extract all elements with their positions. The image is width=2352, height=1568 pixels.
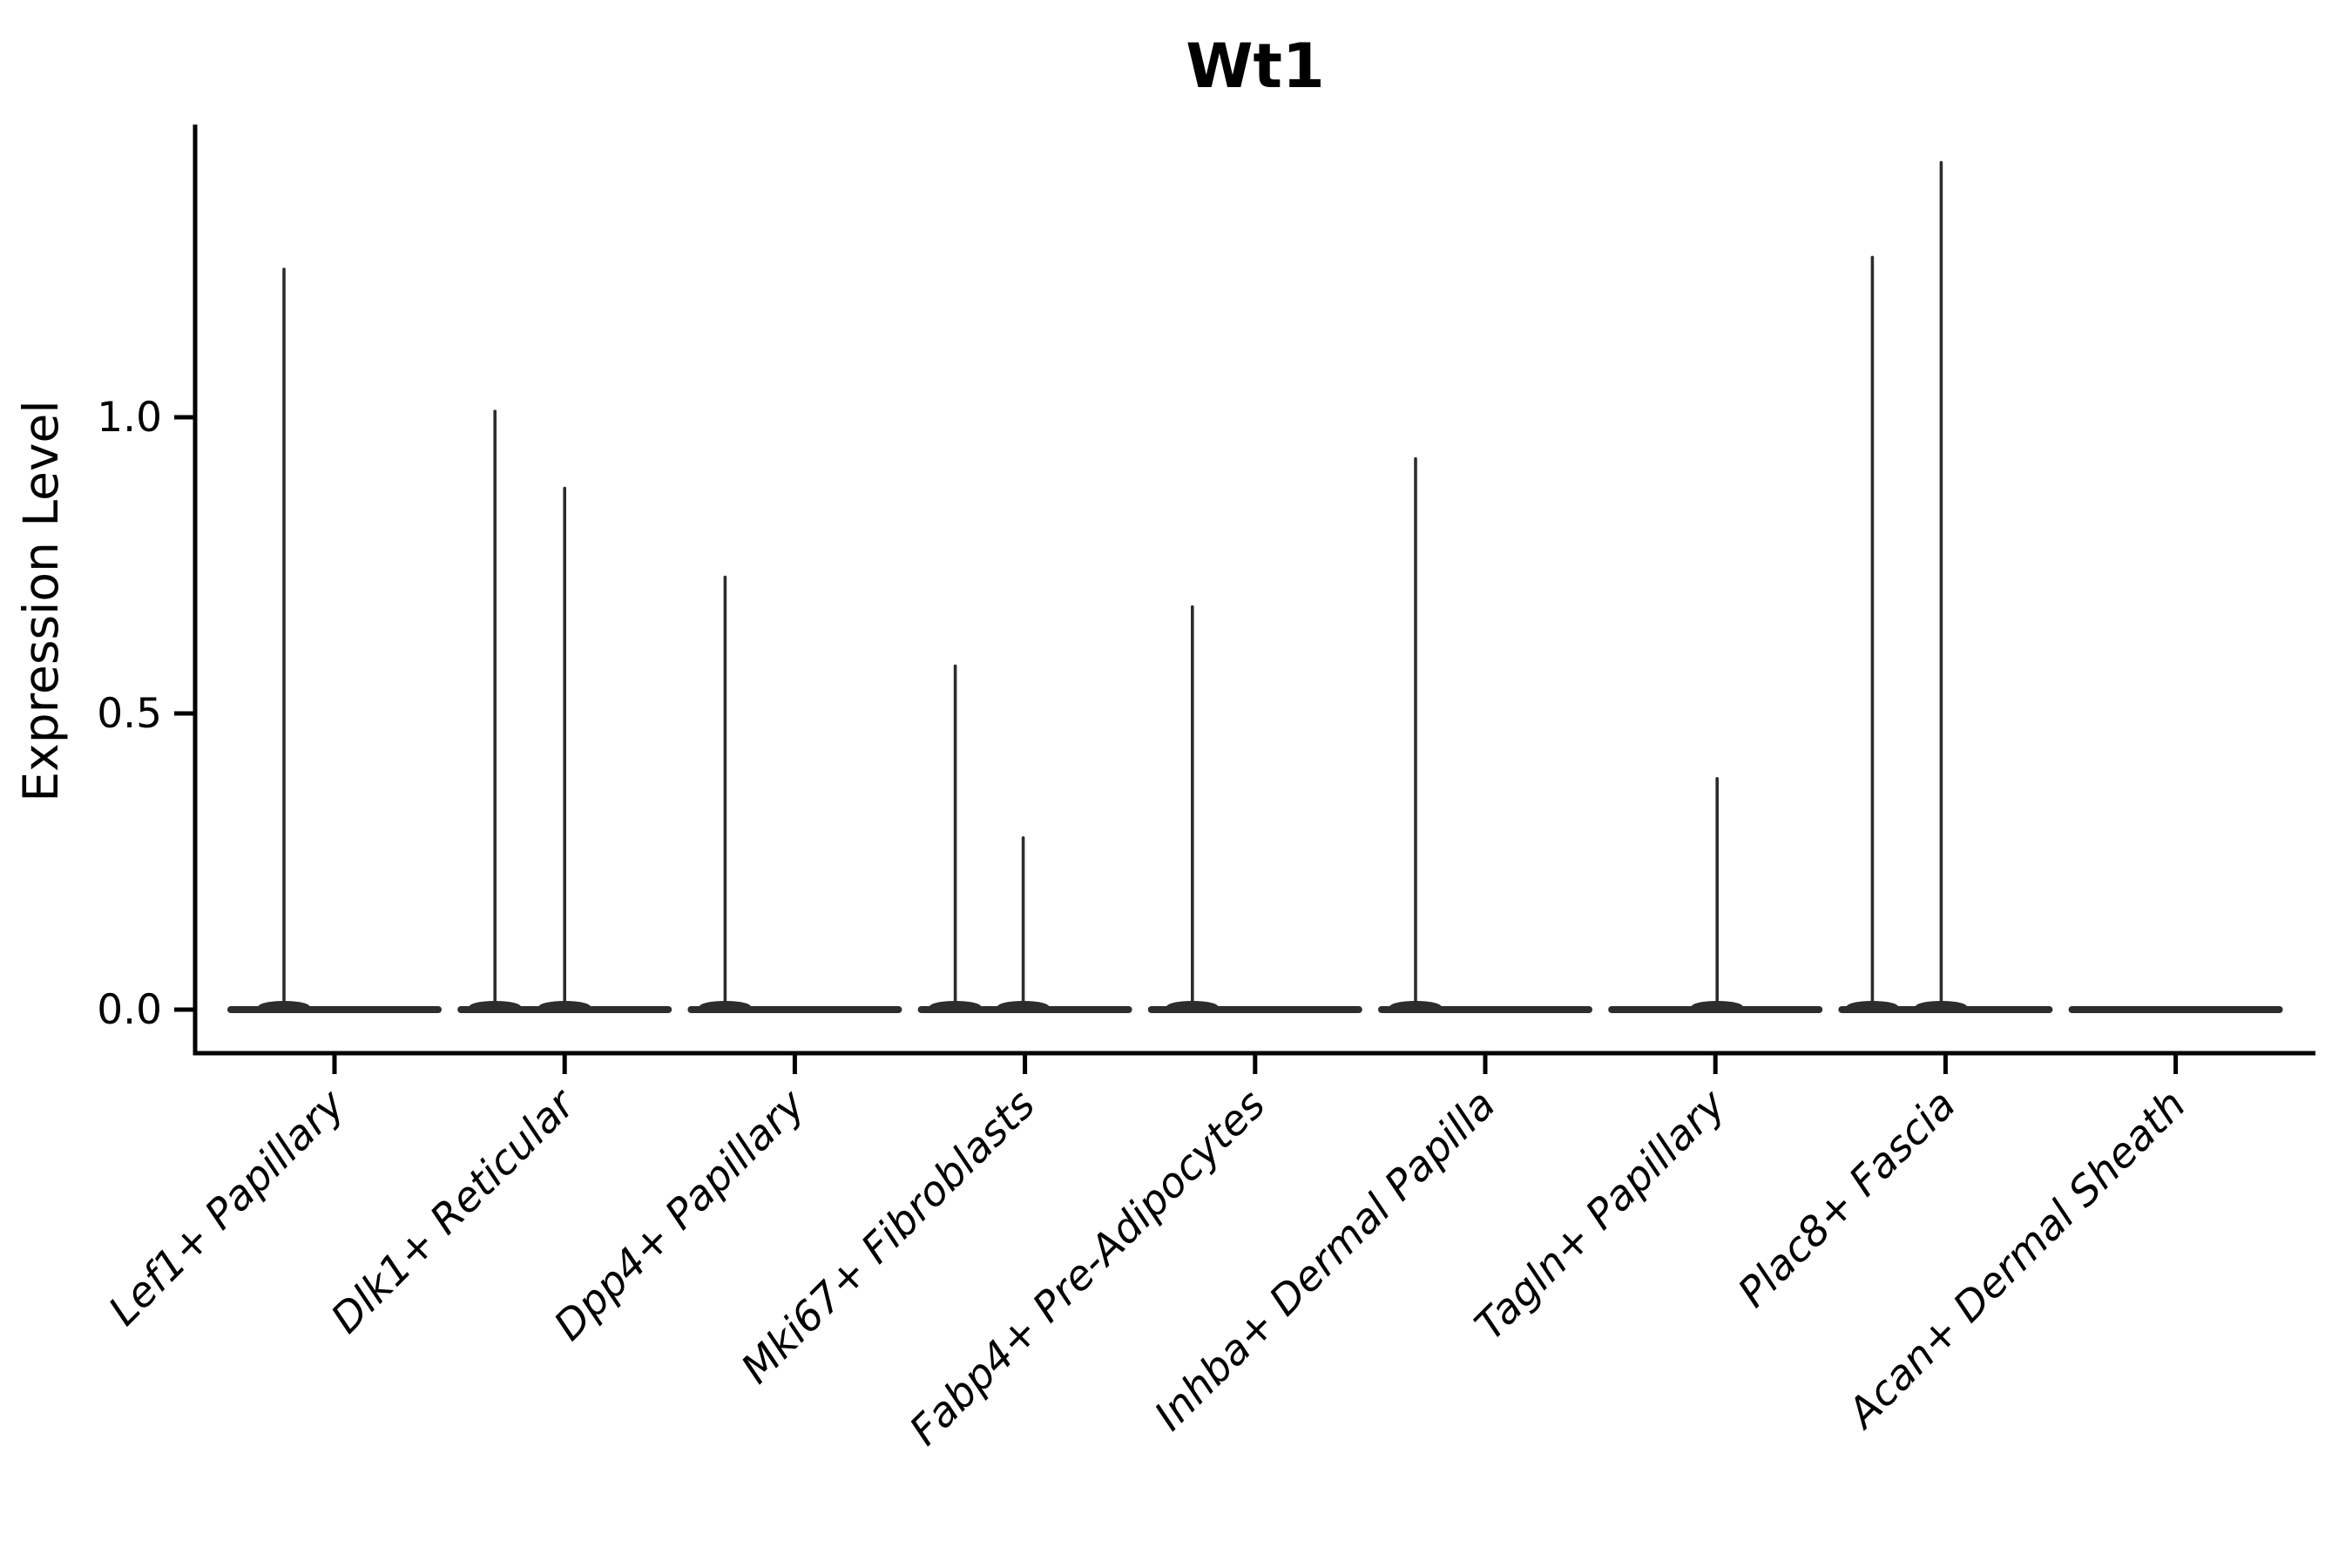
violin [917, 664, 1132, 1013]
x-tick-label: Tagln+ Papillary [1466, 1080, 1736, 1350]
violin [1608, 776, 1823, 1013]
violin [1838, 160, 2053, 1013]
violin [2068, 1006, 2283, 1013]
x-tick-label: Plac8+ Fascia [1729, 1081, 1965, 1317]
violin [227, 267, 442, 1013]
x-tick-label: Dpp4+ Papillary [545, 1080, 815, 1350]
violin-body [2068, 1006, 2283, 1013]
violin [1378, 456, 1592, 1013]
y-tick-label: 0.5 [97, 690, 162, 738]
x-tick-label: Lef1+ Papillary [99, 1080, 355, 1335]
y-tick-label: 0.0 [97, 986, 162, 1034]
violin [457, 409, 672, 1013]
violin [687, 575, 902, 1013]
violin [1147, 605, 1362, 1013]
x-tick-label: Dlk1+ Reticular [322, 1079, 586, 1343]
y-tick-label: 1.0 [97, 394, 162, 442]
y-axis-title: Expression Level [13, 400, 69, 801]
chart-title: Wt1 [1186, 30, 1324, 102]
violin-layer [227, 160, 2283, 1013]
